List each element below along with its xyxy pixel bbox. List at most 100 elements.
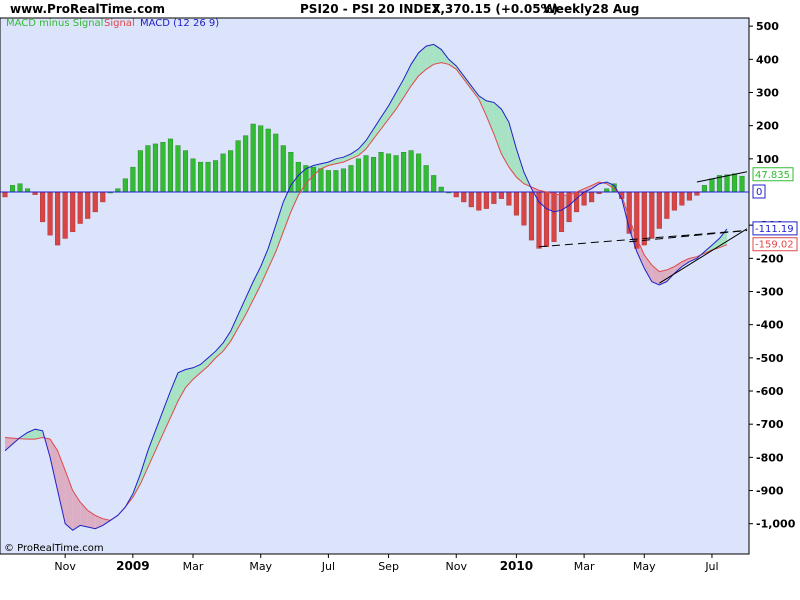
trendline xyxy=(659,228,748,284)
fill-segment xyxy=(223,331,231,352)
histogram-bar xyxy=(182,150,189,193)
fill-segment xyxy=(147,430,156,468)
fill-segment xyxy=(283,185,291,232)
histogram-bar xyxy=(506,191,512,206)
histogram-bar xyxy=(228,150,234,193)
histogram-bar xyxy=(100,191,106,203)
histogram-bar xyxy=(476,191,482,211)
histogram-bar xyxy=(731,173,738,193)
histogram-bar xyxy=(85,191,91,219)
histogram-bar xyxy=(453,191,459,198)
histogram-bar xyxy=(491,191,497,204)
histogram-bar xyxy=(9,185,16,193)
histogram-bar xyxy=(370,156,377,193)
fill-segment xyxy=(659,269,667,285)
x-axis: Nov 2009 Mar May Jul Sep Nov 2010 Mar May Jul xyxy=(54,554,719,573)
histogram-bar xyxy=(220,153,226,193)
histogram-bar xyxy=(536,191,542,249)
svg-text:47.835: 47.835 xyxy=(755,170,790,181)
histogram-bar xyxy=(325,170,331,193)
histogram-bar xyxy=(243,135,249,193)
histogram-bar xyxy=(333,170,339,193)
y-tick-label: 200 xyxy=(756,120,779,133)
fill-segment xyxy=(644,255,652,282)
svg-text:-159.02: -159.02 xyxy=(755,240,794,251)
x-tick-label: Sep xyxy=(378,560,399,573)
x-tick-label: Nov xyxy=(54,560,76,573)
x-tick-label: Mar xyxy=(183,560,204,573)
y-tick-label: 500 xyxy=(756,20,779,33)
date-label: 28 Aug xyxy=(592,2,640,16)
histogram-bar xyxy=(378,151,384,193)
fill-segment xyxy=(433,44,442,65)
fill-segment xyxy=(441,49,449,65)
x-tick-label: Mar xyxy=(574,560,595,573)
histogram-bar xyxy=(213,160,219,193)
y-tick-label: -200 xyxy=(756,252,784,265)
histogram-bar xyxy=(137,150,143,193)
histogram-bar xyxy=(167,138,173,193)
x-tick-label: May xyxy=(633,560,656,573)
fill-segment xyxy=(486,100,494,134)
fill-segment xyxy=(674,261,682,274)
site-name[interactable]: www.ProRealTime.com xyxy=(10,2,165,16)
histogram-bar xyxy=(92,191,98,213)
histogram-bar xyxy=(310,166,316,193)
fill-segment xyxy=(170,372,178,418)
x-tick-label: 2010 xyxy=(500,559,533,573)
y-tick-label: 300 xyxy=(756,86,779,99)
fill-segment xyxy=(5,437,13,451)
histogram-bar xyxy=(543,191,550,247)
histogram-bar xyxy=(559,191,565,233)
histogram-bar xyxy=(70,191,76,233)
histogram-bar xyxy=(17,183,23,193)
plot-area xyxy=(0,17,750,555)
histogram-bar xyxy=(355,158,362,193)
x-tick-label: Nov xyxy=(446,560,468,573)
histogram-bar xyxy=(671,191,677,211)
histogram-bar xyxy=(235,140,241,193)
histogram-bar xyxy=(483,191,489,209)
badge-zero: 0 xyxy=(752,184,766,199)
fill-segment xyxy=(238,298,246,328)
fill-segment xyxy=(381,105,389,129)
histogram-bar xyxy=(468,191,474,208)
fill-segment xyxy=(200,357,209,373)
fill-segment xyxy=(35,429,43,440)
histogram-bar xyxy=(521,191,527,226)
fill-segment xyxy=(719,228,727,248)
histogram-bar xyxy=(739,175,745,193)
badge-signal-value: -159.02 xyxy=(752,237,798,252)
fill-segment xyxy=(245,281,254,315)
trendlines xyxy=(538,171,748,284)
fill-segment xyxy=(57,450,66,524)
fill-segment xyxy=(426,44,434,70)
x-tick-label: May xyxy=(249,560,272,573)
x-tick-label: Jul xyxy=(704,560,718,573)
fill-segment xyxy=(403,64,412,98)
trendline xyxy=(696,171,748,183)
fill-segment xyxy=(27,429,36,440)
fill-segment xyxy=(396,79,404,110)
histogram-bar xyxy=(122,178,128,193)
fill-segment xyxy=(185,367,194,388)
fill-segment xyxy=(95,515,103,529)
fill-segment xyxy=(268,225,276,269)
histogram-bar xyxy=(175,145,181,193)
y-axis: 500400300200100-100-200-300-400-500-600-… xyxy=(749,20,796,531)
histogram-bar xyxy=(273,133,279,193)
y-tick-label: -600 xyxy=(756,385,784,398)
histogram-bar xyxy=(401,151,407,193)
histogram-bar xyxy=(318,168,324,193)
histogram-bar xyxy=(408,150,414,193)
fill-segment xyxy=(253,266,261,300)
histogram-bar xyxy=(152,143,158,193)
fill-segment xyxy=(584,185,592,192)
period-label: Weekly xyxy=(543,2,593,16)
histogram-bar xyxy=(724,174,730,193)
x-tick-label: 2009 xyxy=(116,559,149,573)
histogram-bar xyxy=(709,178,715,193)
histogram-bar xyxy=(55,191,61,246)
histogram-bar xyxy=(664,191,670,219)
svg-text:0: 0 xyxy=(756,187,762,198)
